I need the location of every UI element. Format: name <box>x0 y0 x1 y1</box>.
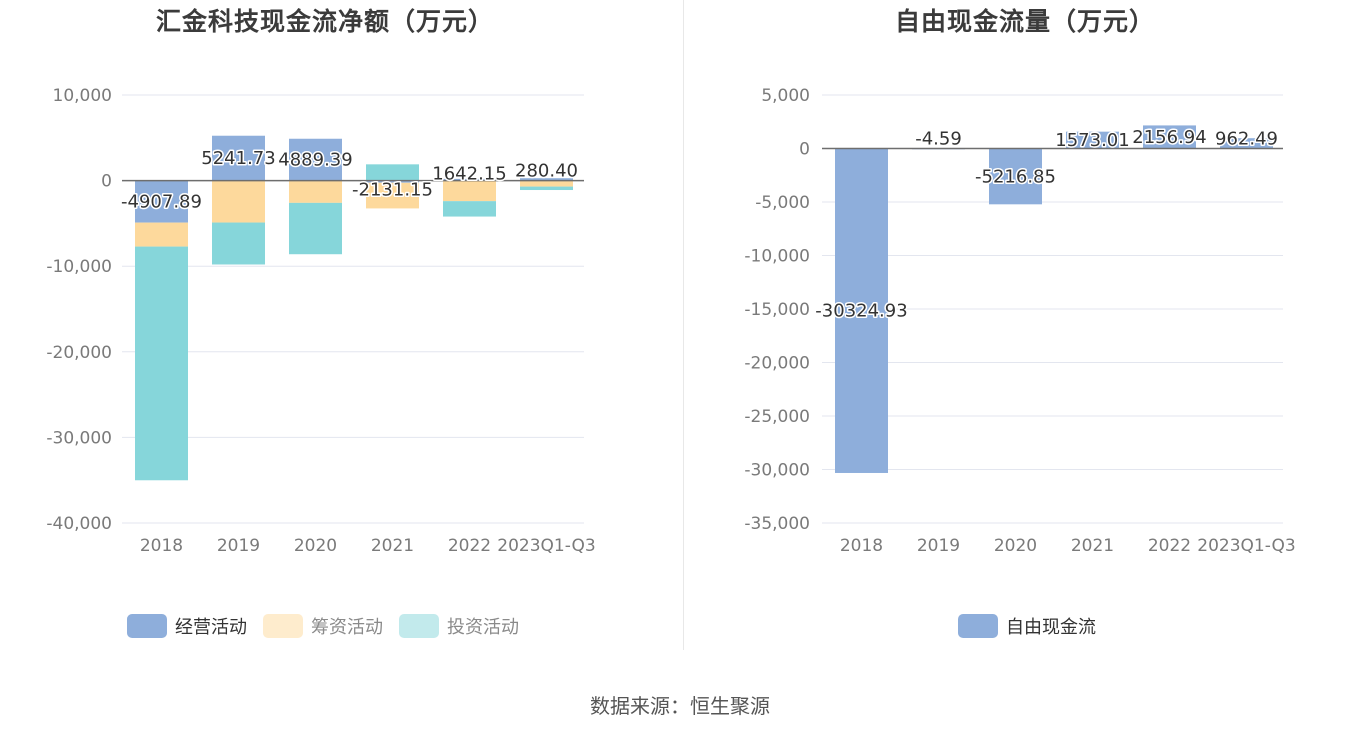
legend-item-financing[interactable]: 筹资活动 <box>263 613 383 639</box>
bar-free-cashflow-s0 <box>1220 138 1273 149</box>
legend-swatch-financing <box>263 614 303 638</box>
y-tick-label-cashflow: -10,000 <box>46 257 112 277</box>
x-tick-label-free-cashflow: 2023Q1-Q3 <box>1197 536 1295 556</box>
bar-free-cashflow-s0 <box>989 148 1042 205</box>
legend-item-free-cashflow[interactable]: 自由现金流 <box>958 613 1096 639</box>
x-tick-label-cashflow: 2023Q1-Q3 <box>497 536 595 556</box>
bar-cashflow-s0 <box>443 178 496 181</box>
legend-item-investing[interactable]: 投资活动 <box>399 613 519 639</box>
y-tick-label-cashflow: -40,000 <box>46 514 112 534</box>
bar-cashflow-s1 <box>366 182 419 209</box>
bar-cashflow-s0 <box>366 180 419 183</box>
data-label-free-cashflow: -4.59 <box>915 129 962 150</box>
data-label-cashflow: 4889.39 <box>278 150 352 171</box>
data-source-note: 数据来源：恒生聚源 <box>590 694 770 718</box>
y-tick-label-free-cashflow: -35,000 <box>744 514 810 534</box>
bar-cashflow-s2 <box>135 246 188 481</box>
x-tick-label-cashflow: 2021 <box>371 536 414 556</box>
bar-cashflow-s1 <box>520 180 573 187</box>
bar-cashflow-s0 <box>289 138 342 181</box>
data-label-free-cashflow: 2156.94 <box>1132 127 1206 148</box>
legend-label-free-cashflow: 自由现金流 <box>1006 617 1096 638</box>
x-tick-label-free-cashflow: 2022 <box>1148 536 1191 556</box>
bar-cashflow-s2 <box>212 222 265 265</box>
data-label-cashflow: -4907.89 <box>121 192 202 213</box>
x-tick-label-cashflow: 2019 <box>217 536 260 556</box>
bar-cashflow-s1 <box>443 180 496 202</box>
bar-cashflow-s2 <box>366 164 419 181</box>
x-tick-label-free-cashflow: 2019 <box>917 536 960 556</box>
data-label-free-cashflow: 1573.01 <box>1055 130 1129 151</box>
data-label-free-cashflow: -5216.85 <box>975 166 1056 187</box>
bar-cashflow-s0 <box>135 180 188 223</box>
bar-cashflow-s0 <box>212 135 265 181</box>
y-tick-label-free-cashflow: 0 <box>799 140 810 160</box>
y-tick-label-cashflow: -30,000 <box>46 428 112 448</box>
bar-cashflow-s2 <box>443 201 496 217</box>
legend-swatch-investing <box>399 614 439 638</box>
y-tick-label-free-cashflow: -25,000 <box>744 407 810 427</box>
y-tick-label-free-cashflow: -30,000 <box>744 461 810 481</box>
y-tick-label-cashflow: 0 <box>101 172 112 192</box>
bar-cashflow-s1 <box>212 180 265 223</box>
data-label-cashflow: 280.40 <box>515 161 578 182</box>
legend-free-cashflow: 自由现金流 <box>958 613 1096 639</box>
x-tick-label-cashflow: 2018 <box>140 536 183 556</box>
bar-free-cashflow-s0 <box>1143 125 1196 149</box>
y-tick-label-cashflow: -20,000 <box>46 343 112 363</box>
legend-item-operating[interactable]: 经营活动 <box>127 613 247 639</box>
y-tick-label-free-cashflow: 5,000 <box>761 86 810 106</box>
bar-cashflow-s2 <box>289 202 342 255</box>
y-tick-label-cashflow: 10,000 <box>53 86 112 106</box>
bar-cashflow-s1 <box>135 222 188 247</box>
data-label-free-cashflow: -30324.93 <box>815 301 907 322</box>
legend-swatch-operating <box>127 614 167 638</box>
y-tick-label-free-cashflow: -20,000 <box>744 354 810 374</box>
y-tick-label-free-cashflow: -5,000 <box>755 193 810 213</box>
bar-cashflow-s2 <box>520 186 573 191</box>
legend-cashflow: 经营活动 筹资活动 投资活动 <box>127 613 519 639</box>
x-tick-label-free-cashflow: 2018 <box>840 536 883 556</box>
chart-title-cashflow: 汇金科技现金流净额（万元） <box>155 7 494 36</box>
data-label-cashflow: 1642.15 <box>432 164 506 185</box>
data-label-cashflow: -2131.15 <box>352 180 433 201</box>
legend-label-financing: 筹资活动 <box>311 617 383 638</box>
bar-free-cashflow-s0 <box>1066 131 1119 149</box>
bar-cashflow-s1 <box>289 180 342 203</box>
y-tick-label-free-cashflow: -10,000 <box>744 247 810 267</box>
data-label-free-cashflow: 962.49 <box>1215 129 1278 150</box>
legend-swatch-free-cashflow <box>958 614 998 638</box>
x-tick-label-free-cashflow: 2021 <box>1071 536 1114 556</box>
legend-label-operating: 经营活动 <box>175 617 247 638</box>
bar-free-cashflow-s0 <box>835 148 888 473</box>
x-tick-label-cashflow: 2020 <box>294 536 337 556</box>
legend-label-investing: 投资活动 <box>447 617 519 638</box>
chart-title-free-cashflow: 自由现金流量（万元） <box>894 7 1155 36</box>
data-label-cashflow: 5241.73 <box>201 148 275 169</box>
x-tick-label-cashflow: 2022 <box>448 536 491 556</box>
y-tick-label-free-cashflow: -15,000 <box>744 300 810 320</box>
x-tick-label-free-cashflow: 2020 <box>994 536 1037 556</box>
chart-divider <box>683 0 684 650</box>
bar-cashflow-s0 <box>520 178 573 181</box>
